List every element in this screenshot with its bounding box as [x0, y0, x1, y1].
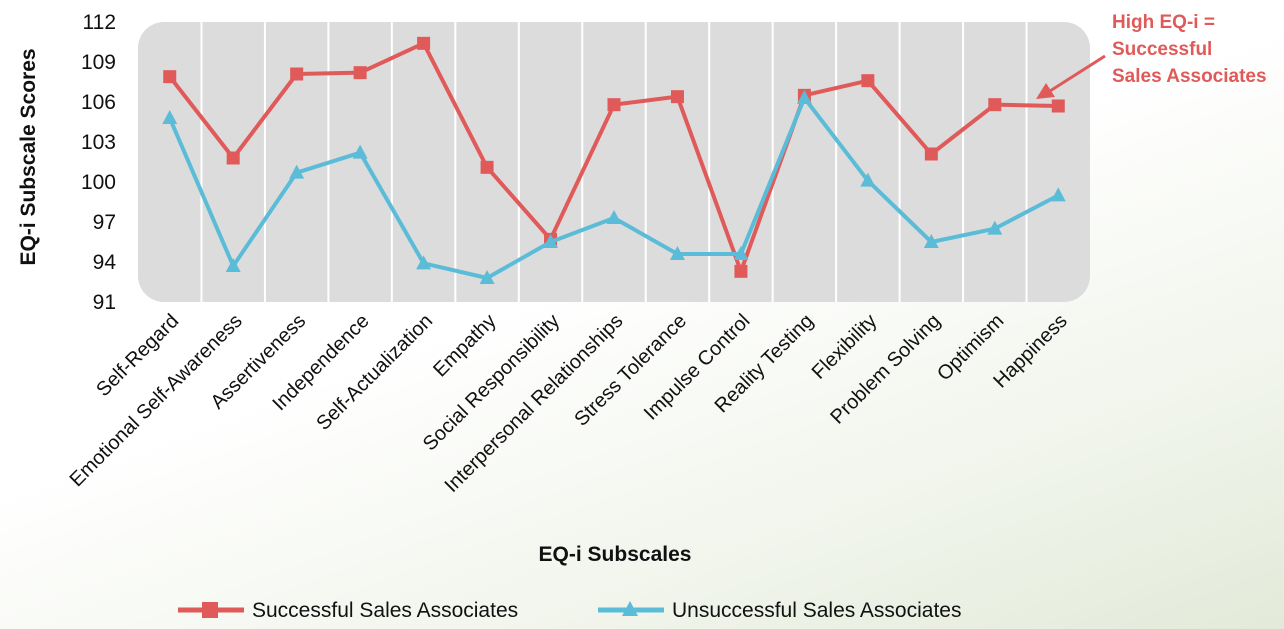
grid-lines	[200, 22, 1028, 302]
data-point	[1051, 99, 1065, 113]
legend-label-successful: Successful Sales Associates	[252, 599, 518, 622]
data-point	[226, 151, 240, 165]
data-point	[162, 110, 178, 124]
annotation-line-3: Sales Associates	[1112, 66, 1267, 87]
y-tick-label: 112	[83, 11, 116, 34]
data-point	[924, 147, 938, 161]
y-tick-label: 106	[81, 91, 116, 114]
data-point	[669, 246, 685, 260]
data-point	[861, 74, 875, 88]
y-tick-label: 100	[81, 171, 116, 194]
y-tick-label: 103	[81, 131, 116, 154]
data-point	[987, 220, 1003, 235]
data-point	[163, 70, 177, 84]
annotation-line-2: Successful	[1112, 39, 1212, 60]
legend: Successful Sales Associates Unsuccessful…	[178, 599, 961, 622]
x-tick-label: Problem Solving	[826, 310, 945, 429]
y-tick-label: 97	[93, 211, 116, 234]
y-axis-title: EQ-i Subscale Scores	[17, 48, 40, 265]
data-point	[607, 98, 621, 112]
data-point	[860, 172, 876, 187]
data-point	[606, 210, 622, 224]
data-point	[480, 160, 494, 174]
legend-item-successful: Successful Sales Associates	[178, 599, 518, 622]
x-tick-label: Self-Actualization	[312, 310, 437, 435]
annotation-arrow-head	[1036, 83, 1055, 99]
y-axis-ticks: 91 94 97 100 103 106 109 112	[81, 11, 116, 314]
data-point	[734, 264, 748, 278]
series-successful	[163, 36, 1065, 278]
data-point	[733, 246, 749, 260]
data-point	[353, 66, 367, 80]
annotation-arrow-shaft	[1049, 54, 1106, 93]
legend-item-unsuccessful: Unsuccessful Sales Associates	[598, 599, 961, 622]
data-point	[417, 36, 431, 50]
data-point	[670, 90, 684, 104]
data-point	[543, 234, 559, 248]
data-point	[416, 255, 432, 270]
annotation: High EQ-i = Successful Sales Associates	[1036, 12, 1267, 99]
data-point	[1050, 187, 1066, 202]
data-point	[352, 144, 368, 159]
data-point	[988, 98, 1002, 112]
y-tick-label: 94	[93, 251, 117, 274]
data-point	[923, 234, 939, 248]
data-point	[225, 258, 241, 272]
y-tick-label: 109	[81, 51, 116, 74]
x-axis-title: EQ-i Subscales	[539, 543, 692, 566]
data-point	[290, 67, 304, 81]
y-tick-label: 91	[93, 291, 116, 314]
annotation-line-1: High EQ-i =	[1112, 12, 1215, 33]
series-unsuccessful	[162, 90, 1066, 284]
data-point	[796, 90, 812, 104]
series-group	[162, 36, 1066, 284]
legend-label-unsuccessful: Unsuccessful Sales Associates	[672, 599, 961, 622]
plot-area	[138, 22, 1090, 302]
data-point	[479, 270, 495, 284]
data-point	[289, 164, 305, 179]
x-tick-label: Stress Tolerance	[570, 310, 691, 431]
